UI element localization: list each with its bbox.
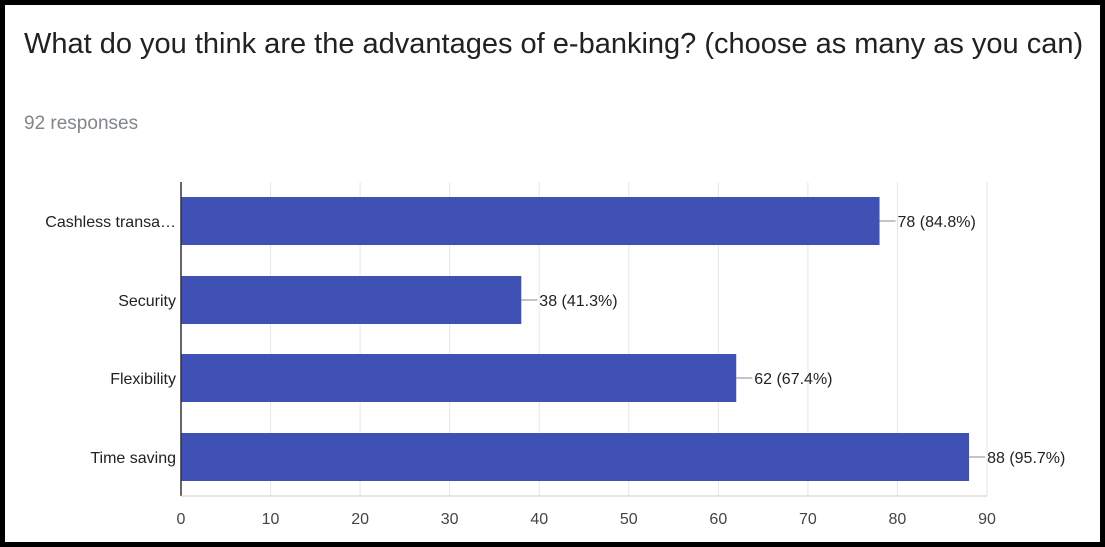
bar-2 <box>181 354 737 402</box>
chart-title: What do you think are the advantages of … <box>24 28 1084 60</box>
category-label-0: Cashless transa… <box>45 214 176 231</box>
response-count: 92 responses <box>24 113 139 134</box>
x-tick-label-40: 40 <box>530 511 548 528</box>
bar-0 <box>181 197 880 245</box>
x-tick-label-50: 50 <box>620 511 638 528</box>
bars <box>181 197 970 481</box>
x-tick-label-90: 90 <box>978 511 996 528</box>
data-label-0: 78 (84.8%) <box>898 214 976 231</box>
category-label-1: Security <box>118 293 176 310</box>
category-label-2: Flexibility <box>110 371 176 388</box>
labels: 0 10 20 30 40 50 60 70 80 90 Cashless transa… 78 (8… <box>45 214 1065 528</box>
category-label-3: Time saving <box>90 450 176 467</box>
data-label-2: 62 (67.4%) <box>754 371 832 388</box>
x-tick-label-30: 30 <box>441 511 459 528</box>
x-tick-label-20: 20 <box>351 511 369 528</box>
x-tick-label-60: 60 <box>709 511 727 528</box>
x-tick-label-70: 70 <box>799 511 817 528</box>
x-tick-label-10: 10 <box>262 511 280 528</box>
data-label-3: 88 (95.7%) <box>987 450 1065 467</box>
bar-3 <box>181 433 970 481</box>
data-label-1: 38 (41.3%) <box>539 293 617 310</box>
axes <box>180 182 987 497</box>
x-tick-label-0: 0 <box>177 511 186 528</box>
bar-1 <box>181 276 522 324</box>
x-tick-label-80: 80 <box>889 511 907 528</box>
